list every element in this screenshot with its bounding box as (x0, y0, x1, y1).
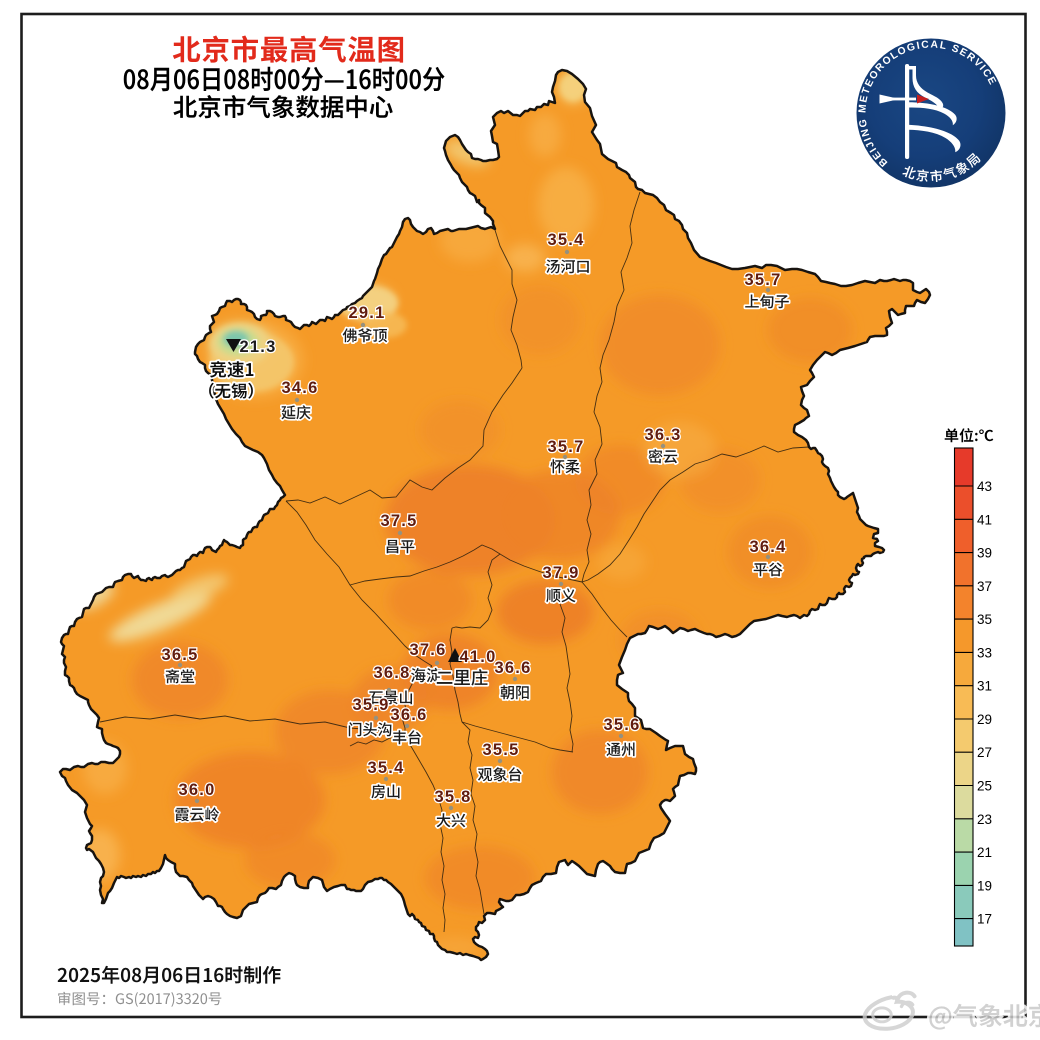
svg-text:43: 43 (977, 479, 992, 494)
svg-text:17: 17 (977, 912, 992, 927)
svg-text:37.9: 37.9 (543, 564, 580, 582)
svg-text:21.3: 21.3 (240, 338, 277, 356)
svg-text:35.4: 35.4 (368, 759, 405, 777)
svg-text:35.5: 35.5 (483, 741, 520, 759)
svg-text:37.5: 37.5 (381, 512, 418, 530)
svg-text:36.6: 36.6 (391, 706, 428, 724)
svg-text:41: 41 (977, 512, 992, 527)
svg-text:29: 29 (977, 712, 992, 727)
svg-text:35.4: 35.4 (548, 231, 585, 249)
svg-text:27: 27 (977, 745, 992, 760)
svg-text:34.6: 34.6 (282, 379, 319, 397)
svg-text:36.4: 36.4 (750, 538, 787, 556)
svg-text:36.8: 36.8 (374, 664, 411, 682)
svg-text:25: 25 (977, 779, 992, 794)
svg-text:36.0: 36.0 (179, 781, 216, 799)
svg-text:36.6: 36.6 (495, 659, 532, 677)
svg-text:41.0: 41.0 (460, 648, 497, 666)
svg-text:35: 35 (977, 612, 992, 627)
svg-text:35.7: 35.7 (548, 438, 585, 456)
svg-text:19: 19 (977, 878, 992, 893)
svg-text:36.3: 36.3 (645, 426, 682, 444)
svg-text:37: 37 (977, 579, 992, 594)
svg-text:36.5: 36.5 (162, 646, 199, 664)
svg-text:35.7: 35.7 (745, 271, 782, 289)
svg-text:23: 23 (977, 812, 992, 827)
svg-text:29.1: 29.1 (349, 304, 386, 322)
svg-text:37.6: 37.6 (410, 641, 447, 659)
svg-text:39: 39 (977, 546, 992, 561)
svg-text:21: 21 (977, 845, 992, 860)
svg-text:35.9: 35.9 (353, 696, 390, 714)
svg-text:35.6: 35.6 (604, 716, 641, 734)
svg-text:35.8: 35.8 (435, 788, 472, 806)
svg-text:31: 31 (977, 679, 992, 694)
svg-text:33: 33 (977, 645, 992, 660)
